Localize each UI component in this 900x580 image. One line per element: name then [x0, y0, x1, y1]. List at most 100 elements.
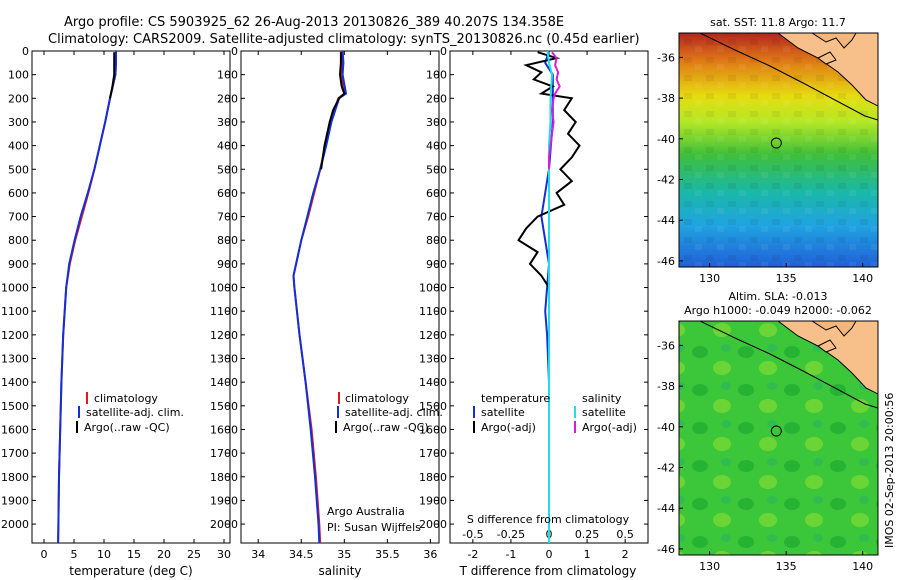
- depth-tick-label: 1500: [210, 400, 238, 413]
- depth-tick-label: 2000: [1, 518, 29, 531]
- map-x-tick-label: 140: [852, 560, 873, 573]
- legend-label-satellite: satellite-adj. clim.: [345, 406, 443, 419]
- depth-tick-label: 2000: [419, 518, 447, 531]
- depth-tick-label: 1600: [1, 423, 29, 436]
- map-y-tick-label: -44: [657, 214, 675, 227]
- map-y-tick-label: -38: [657, 92, 675, 105]
- depth-tick-label: 500: [426, 163, 447, 176]
- depth-tick-label: 1000: [419, 282, 447, 295]
- depth-tick-label: 100: [426, 69, 447, 82]
- salinity-panel: [240, 50, 440, 544]
- depth-tick-label: 400: [217, 140, 238, 153]
- map-y-tick-label: -46: [657, 255, 675, 268]
- temperature-panel: [31, 50, 231, 544]
- depth-tick-label: 100: [8, 69, 29, 82]
- land-gulf-shore: [811, 33, 857, 49]
- depth-tick-label: 1800: [419, 471, 447, 484]
- map-y-tick-label: -46: [657, 543, 675, 556]
- sst-map: [679, 33, 878, 267]
- depth-tick-label: 1700: [210, 447, 238, 460]
- depth-tick-label: 1100: [1, 305, 29, 318]
- depth-tick-label: 700: [217, 211, 238, 224]
- sla-map-title: Altim. SLA: -0.013: [728, 290, 827, 303]
- depth-tick-label: 800: [217, 234, 238, 247]
- legend-label-argo: Argo(..raw -QC): [343, 421, 429, 434]
- depth-tick-label: 700: [8, 211, 29, 224]
- depth-axis-difference: 0 100 200 300 400 500 600 700 800 900 1000 1100 1200…: [419, 45, 648, 531]
- shelf-contour: [699, 33, 878, 121]
- legend-title-salinity: salinity: [582, 392, 622, 405]
- legend-title-temperature: temperature: [481, 392, 550, 405]
- land-australia: [745, 321, 878, 395]
- legend-label-t-satellite: satellite: [481, 406, 525, 419]
- sla-map-axes: 130 135 140 -36 -38 -40 -42 -44 -46: [657, 339, 873, 573]
- map-x-tick-label: 130: [699, 272, 720, 285]
- x-tick-label: 2: [622, 548, 629, 561]
- x-tick-label: 34: [251, 548, 265, 561]
- depth-tick-label: 200: [217, 92, 238, 105]
- depth-tick-label: 600: [8, 187, 29, 200]
- depth-tick-label: 500: [217, 163, 238, 176]
- x-tick-label: 10: [97, 548, 111, 561]
- depth-tick-label: 1000: [210, 282, 238, 295]
- depth-tick-label: 300: [426, 116, 447, 129]
- depth-tick-label: 1900: [210, 494, 238, 507]
- depth-tick-label: 1600: [419, 423, 447, 436]
- sst-map-axes: 130 135 140 -36 -38 -40 -42 -44 -46: [657, 51, 873, 285]
- depth-tick-label: 0: [440, 45, 447, 58]
- series-line: [109, 52, 116, 99]
- legend-label-climatology: climatology: [94, 392, 158, 405]
- x-tick-label: 34.5: [289, 548, 314, 561]
- salinity-xlabel: salinity: [318, 564, 361, 578]
- x-tick-label: 35.5: [375, 548, 400, 561]
- depth-tick-label: 1800: [1, 471, 29, 484]
- depth-tick-label: 400: [8, 140, 29, 153]
- institution-label: Argo Australia: [327, 505, 405, 518]
- depth-tick-label: 600: [426, 187, 447, 200]
- legend-label-s-argo: Argo(-adj): [582, 421, 637, 434]
- depth-tick-label: 900: [8, 258, 29, 271]
- series-line: [320, 52, 346, 170]
- map-y-tick-label: -42: [657, 174, 675, 187]
- sla-map: [679, 321, 878, 555]
- depth-tick-label: 1500: [1, 400, 29, 413]
- depth-tick-label: 1400: [210, 376, 238, 389]
- x-tick-label: 25: [187, 548, 201, 561]
- depth-tick-label: 2000: [210, 518, 238, 531]
- temperature-xlabel: temperature (deg C): [69, 564, 192, 578]
- sst-map-title: sat. SST: 11.8 Argo: 11.7: [710, 16, 846, 29]
- x-tick-label: 1: [584, 548, 591, 561]
- salinity-x-axis: 34 34.5 35 35.5 36: [251, 51, 437, 561]
- depth-tick-label: 800: [8, 234, 29, 247]
- land-australia: [745, 33, 878, 107]
- difference-lines: [517, 50, 581, 543]
- depth-tick-label: 1300: [419, 353, 447, 366]
- land-kangaroo-island: [817, 51, 837, 65]
- depth-tick-label: 1100: [210, 305, 238, 318]
- map-y-tick-label: -38: [657, 380, 675, 393]
- header-line-2: Climatology: CARS2009. Satellite-adjuste…: [48, 32, 640, 47]
- depth-tick-label: 1400: [1, 376, 29, 389]
- pi-label: PI: Susan Wijffels: [327, 521, 421, 534]
- depth-tick-label: 1100: [419, 305, 447, 318]
- depth-tick-label: 1900: [419, 494, 447, 507]
- depth-tick-label: 400: [426, 140, 447, 153]
- x-tick-label: 36: [423, 548, 437, 561]
- depth-tick-label: 1200: [210, 329, 238, 342]
- depth-tick-label: 100: [217, 69, 238, 82]
- series-line: [517, 51, 581, 289]
- salinity-legend: climatology satellite-adj. clim. Argo(..…: [327, 392, 443, 534]
- x-tick-label: 15: [127, 548, 141, 561]
- legend-label-t-argo: Argo(-adj): [481, 421, 536, 434]
- map-x-tick-label: 135: [776, 272, 797, 285]
- salinity-lines: [292, 50, 348, 544]
- x-tick-label: -2: [467, 548, 478, 561]
- x2-tick-label: 0.5: [616, 528, 634, 541]
- x-tick-label: 0: [546, 548, 553, 561]
- imos-timestamp: IMOS 02-Sep-2013 20:00:56: [883, 393, 896, 548]
- depth-tick-label: 900: [426, 258, 447, 271]
- map-x-tick-label: 130: [699, 560, 720, 573]
- depth-tick-label: 1300: [210, 353, 238, 366]
- x-tick-label: 30: [217, 548, 231, 561]
- difference-xlabel2: S difference from climatology: [467, 513, 630, 526]
